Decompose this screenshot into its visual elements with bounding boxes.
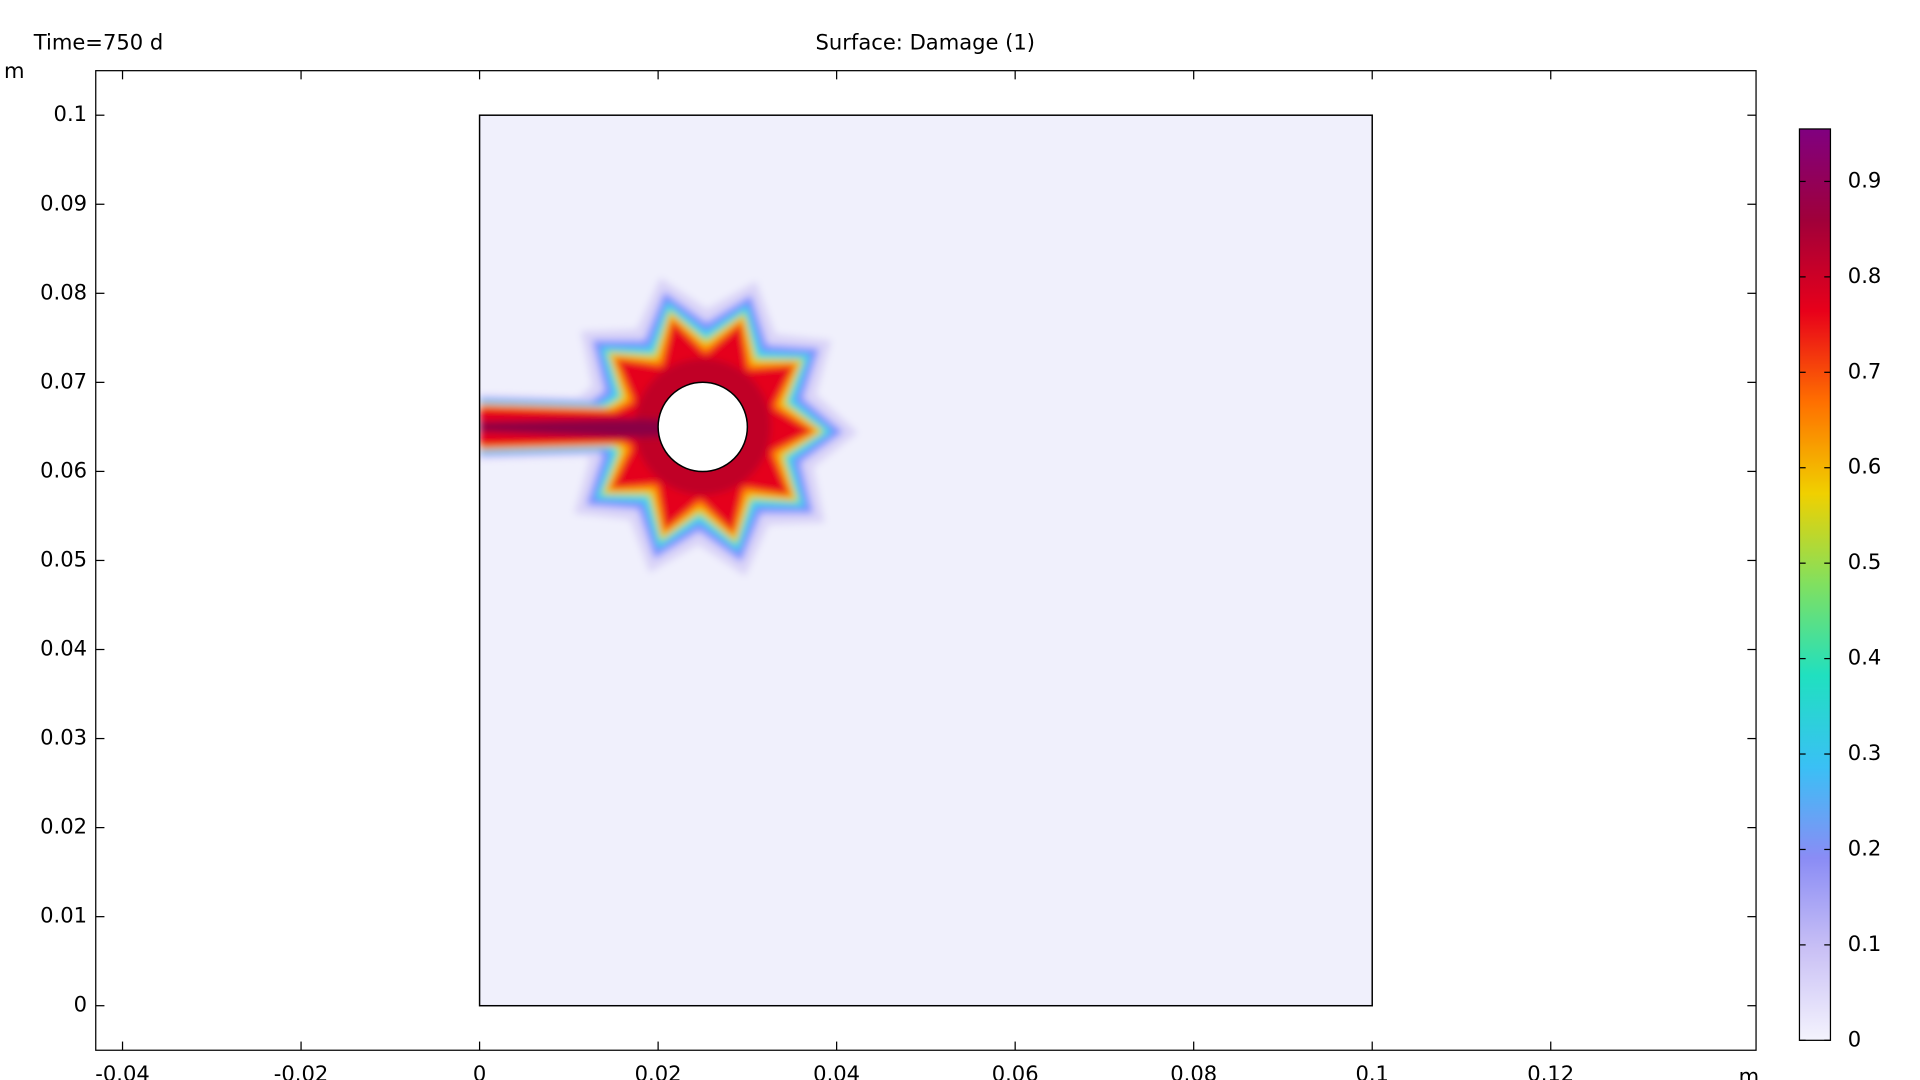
y-tick-label: 0 [74,992,87,1017]
y-axis-label: m [4,58,25,83]
x-tick-label: 0.06 [992,1061,1039,1080]
colorbar-tick-label: 0 [1848,1026,1861,1051]
colorbar-tick-label: 0.8 [1848,263,1882,288]
colorbar-tick-label: 0.9 [1848,167,1882,192]
colorbar-tick-label: 0.2 [1848,835,1882,860]
y-tick-label: 0.07 [40,368,87,393]
x-tick-label: 0.02 [635,1061,682,1080]
x-tick-label: -0.04 [95,1061,150,1080]
chart-title: Surface: Damage (1) [816,29,1035,54]
crack-core [479,418,703,439]
y-tick-label: 0.03 [40,725,87,750]
y-tick-label: 0.06 [40,457,87,482]
colorbar-tick-label: 0.6 [1848,454,1882,479]
y-tick-label: 0.08 [40,279,87,304]
damage-layers [479,277,858,576]
colorbar-tick-label: 0.7 [1848,358,1882,383]
hole [657,381,749,473]
y-tick-label: 0.04 [40,636,87,661]
domain [479,115,1373,1006]
y-tick-label: 0.09 [40,190,87,215]
y-tick-label: 0.1 [54,101,88,126]
x-tick-label: -0.02 [274,1061,329,1080]
colorbar-tick-label: 0.3 [1848,740,1882,765]
x-tick-label: 0.04 [813,1061,860,1080]
domain-border [478,114,1373,1007]
x-tick-label: 0.1 [1355,1061,1389,1080]
x-tick-label: 0.12 [1527,1061,1574,1080]
y-tick-label: 0.01 [40,903,87,928]
y-tick-label: 0.05 [40,546,87,571]
x-axis-label: m [1739,1064,1760,1080]
colorbar-tick-label: 0.1 [1848,931,1882,956]
y-tick-label: 0.02 [40,814,87,839]
damage-field [479,277,858,576]
colorbar-tick-label: 0.5 [1848,549,1882,574]
x-tick-label: 0 [473,1061,486,1080]
colorbar-tick-label: 0.4 [1848,645,1882,670]
annotation: Time=750 d [33,29,163,54]
x-tick-label: 0.08 [1170,1061,1217,1080]
colorbar [1798,128,1832,1041]
